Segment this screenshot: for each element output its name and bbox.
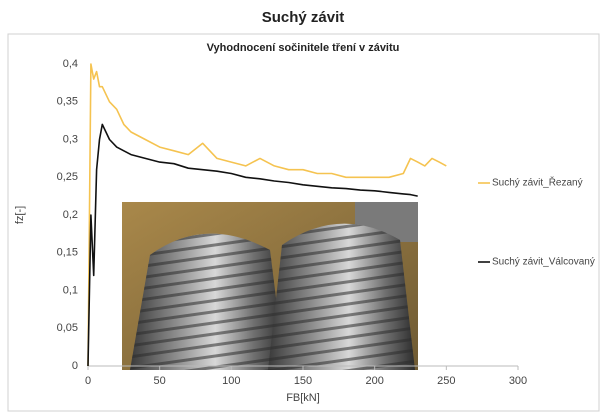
x-tick-label: 200: [365, 375, 383, 387]
photo: [122, 202, 418, 370]
y-tick-label: 0,3: [63, 133, 78, 145]
page: Suchý závit Vyhodnocení sočinitele tření…: [0, 0, 606, 416]
y-axis-label: fz[-]: [14, 206, 26, 224]
legend-label: Suchý závit_Válcovaný: [492, 257, 595, 268]
chart-title: Vyhodnocení sočinitele tření v závitu: [207, 42, 400, 54]
y-tick-label: 0,4: [63, 58, 78, 70]
y-tick-label: 0: [72, 360, 78, 372]
x-tick-label: 0: [85, 375, 91, 387]
x-tick-label: 50: [154, 375, 166, 387]
y-tick-label: 0,1: [63, 284, 78, 296]
x-tick-label: 300: [509, 375, 527, 387]
x-tick-label: 250: [437, 375, 455, 387]
y-tick-label: 0,15: [57, 247, 78, 259]
x-axis-label: FB[kN]: [286, 392, 320, 404]
y-tick-label: 0,35: [57, 96, 78, 108]
x-tick-label: 150: [294, 375, 312, 387]
y-tick-label: 0,25: [57, 171, 78, 183]
page-title: Suchý závit: [262, 9, 345, 26]
y-tick-label: 0,2: [63, 209, 78, 221]
x-tick-label: 100: [222, 375, 240, 387]
y-tick-label: 0,05: [57, 322, 78, 334]
legend-label: Suchý závit_Řezaný: [492, 176, 583, 189]
